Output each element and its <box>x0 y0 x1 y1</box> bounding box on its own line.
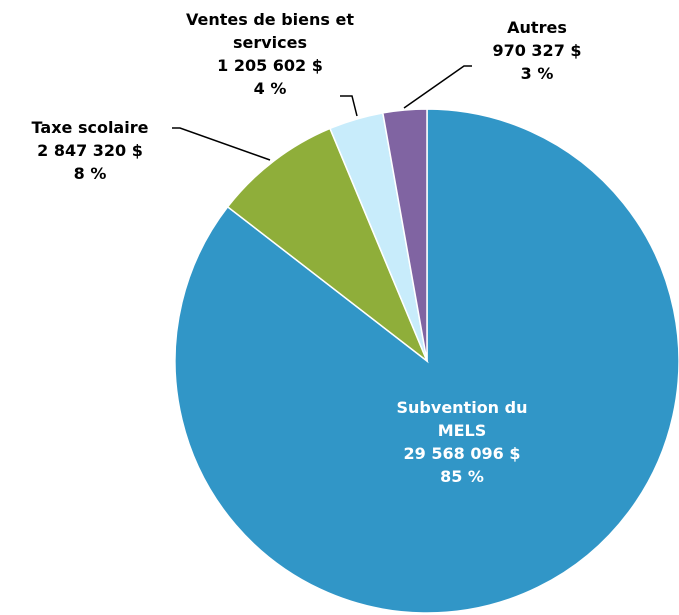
category-label: Subvention du MELS <box>396 398 528 440</box>
percent-label: 4 % <box>253 79 287 98</box>
slice-label: Ventes de biens et services 1 205 602 $ 4 … <box>170 8 370 100</box>
value-label: 970 327 $ <box>492 41 582 60</box>
value-label: 2 847 320 $ <box>37 141 143 160</box>
value-label: 29 568 096 $ <box>403 444 521 463</box>
category-label: Taxe scolaire <box>31 118 149 137</box>
pie-slice <box>381 108 428 362</box>
leader-line <box>340 95 358 117</box>
value-label: 1 205 602 $ <box>217 56 323 75</box>
slice-label: Taxe scolaire 2 847 320 $ 8 % <box>10 116 170 185</box>
percent-label: 8 % <box>73 164 107 183</box>
leader-line <box>172 127 271 161</box>
category-label: Autres <box>507 18 567 37</box>
slice-label: Autres 970 327 $ 3 % <box>477 16 597 85</box>
percent-label: 85 % <box>440 467 484 486</box>
leader-line <box>403 65 472 109</box>
category-label: Ventes de biens et services <box>186 10 354 52</box>
pie-slice <box>226 127 429 364</box>
slice-label: Subvention du MELS 29 568 096 $ 85 % <box>377 396 547 488</box>
percent-label: 3 % <box>520 64 554 83</box>
